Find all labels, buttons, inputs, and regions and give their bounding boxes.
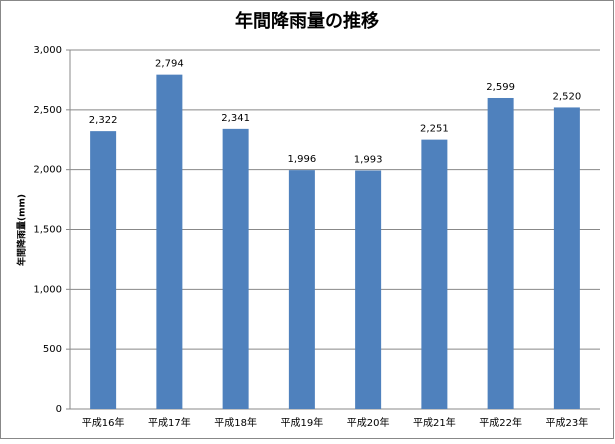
bar [90,131,117,409]
value-label: 2,520 [553,91,582,102]
y-tick-label: 3,000 [33,45,62,56]
value-label: 2,794 [155,59,184,70]
bar [355,170,382,409]
x-tick-label: 平成22年 [479,416,522,429]
y-axis-label: 年間降雨量(mm) [16,194,28,266]
x-tick-label: 平成23年 [546,416,589,429]
bar [288,170,315,409]
bar [222,128,249,409]
y-tick-label: 2,000 [33,165,62,176]
bar [421,139,448,409]
y-tick-label: 0 [56,404,62,415]
value-label: 2,599 [486,82,515,93]
y-tick-label: 1,500 [33,225,62,236]
value-label: 2,251 [420,124,449,135]
value-label: 1,993 [354,155,383,166]
x-tick-label: 平成19年 [281,416,324,429]
y-tick-label: 2,500 [33,105,62,116]
y-tick-label: 500 [43,344,62,355]
x-tick-label: 平成21年 [413,416,456,429]
value-label: 2,341 [221,113,250,124]
x-tick-label: 平成20年 [347,416,390,429]
x-tick-label: 平成16年 [82,416,125,429]
bar [553,107,580,409]
bar [156,74,183,409]
bar [487,97,514,410]
x-tick-label: 平成18年 [214,416,257,429]
y-tick-label: 1,000 [33,284,62,295]
x-tick-label: 平成17年 [148,416,191,429]
value-label: 2,322 [89,115,118,126]
chart-title: 年間降雨量の推移 [235,10,379,32]
value-label: 1,996 [288,154,317,165]
